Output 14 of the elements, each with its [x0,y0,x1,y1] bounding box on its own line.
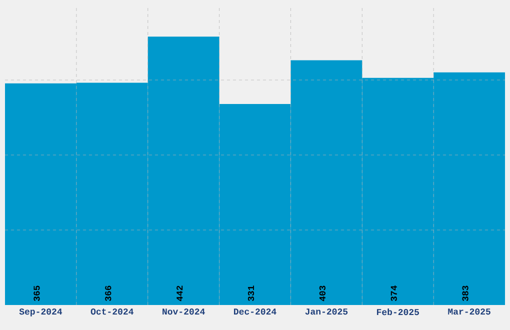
data-label: 331 [248,286,254,302]
x-tick-label: Oct-2024 [90,308,134,315]
x-tick-label: Jan-2025 [305,308,348,315]
x-tick-label: Nov-2024 [162,308,205,315]
data-label: 366 [105,286,112,302]
x-tick-label: Sep-2024 [19,308,62,316]
data-label: 442 [176,286,183,302]
data-label: 365 [34,286,40,302]
data-label: 374 [390,286,397,302]
x-tick-label: Feb-2025 [376,308,419,316]
x-tick-label: Mar-2025 [448,308,490,315]
data-label: 383 [462,286,468,302]
data-label: 403 [319,286,326,302]
x-tick-label: Dec-2024 [234,308,276,315]
